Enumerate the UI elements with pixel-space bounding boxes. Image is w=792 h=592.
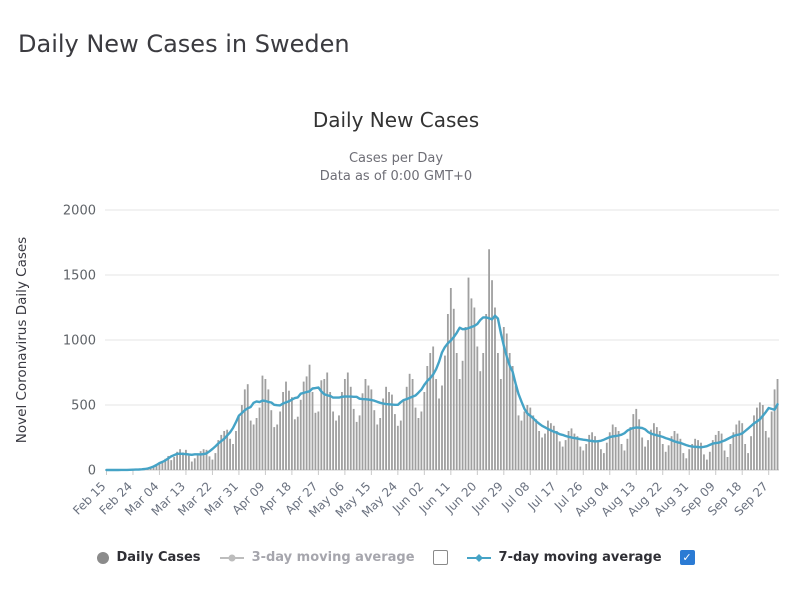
svg-text:500: 500 [71,399,96,414]
svg-text:Jul 17: Jul 17 [525,479,559,513]
page-title: Daily New Cases in Sweden [18,30,350,58]
chart-subtitle-line2: Data as of 0:00 GMT+0 [319,169,473,184]
legend-daily-cases-label: Daily Cases [116,550,201,565]
ma3-marker-icon [219,554,244,561]
legend-7day-moving-average[interactable]: 7-day moving average [466,550,662,565]
svg-text:Jul 08: Jul 08 [498,479,532,513]
svg-text:Novel Coronavirus Daily Cases: Novel Coronavirus Daily Cases [14,237,30,443]
ma7-marker-icon [466,553,491,562]
svg-text:1500: 1500 [63,269,96,284]
svg-text:1000: 1000 [63,334,96,349]
legend-7day-label: 7-day moving average [498,550,662,565]
legend-daily-cases[interactable]: Daily Cases [97,550,201,565]
chart-title: Daily New Cases [312,108,480,132]
chart-subtitle-line1: Cases per Day [348,151,444,166]
daily-cases-marker-icon [97,551,110,564]
svg-text:0: 0 [88,464,96,479]
legend-3day-moving-average[interactable]: 3-day moving average [219,550,415,565]
legend-3day-label: 3-day moving average [251,550,415,565]
ma3-checkbox[interactable] [432,550,448,565]
svg-text:2000: 2000 [63,204,96,219]
chart-legend: Daily Cases 3-day moving average 7-day m… [0,550,792,565]
ma7-checkbox[interactable]: ✓ [679,550,695,565]
check-icon: ✓ [682,551,692,564]
